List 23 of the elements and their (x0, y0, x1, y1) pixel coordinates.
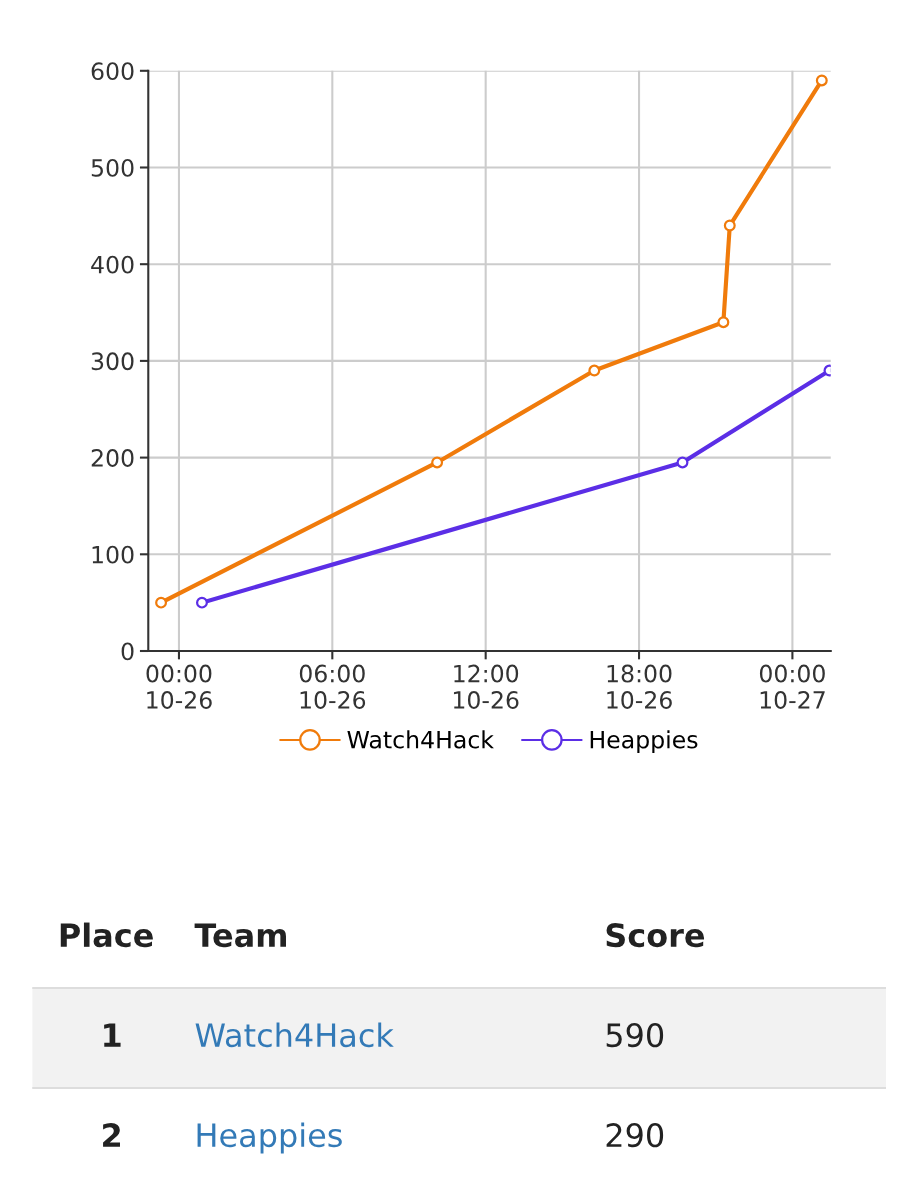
text: 290 (606, 1123, 664, 1148)
text: Watch4Hack (195, 1022, 394, 1048)
text: Team (194, 923, 286, 948)
y-tick-label: 200 (91, 449, 134, 467)
x-tick-label: 18:00 10-26 (607, 664, 672, 709)
y-tick-label: 100 (92, 545, 134, 564)
y-tick-label: 0 (121, 642, 134, 661)
y-tick-label: 600 (91, 62, 134, 81)
legend-label: Heappies (590, 730, 698, 754)
legend-label: Watch4Hack (347, 730, 494, 749)
text: Score (606, 923, 705, 948)
x-tick-label: 06:00 10-26 (299, 664, 366, 709)
x-tick-label: 12:00 10-26 (453, 664, 519, 709)
text: 2 (103, 1123, 120, 1147)
text: 1 (104, 1023, 121, 1047)
text: Heappies (197, 1122, 342, 1154)
y-tick-label: 400 (91, 255, 134, 274)
y-tick-label: 500 (91, 158, 134, 177)
text: Place (60, 922, 153, 948)
x-tick-label: 00:00 10-27 (759, 664, 825, 709)
text: 590 (606, 1023, 664, 1048)
x-tick-label: 00:00 10-26 (146, 664, 212, 709)
y-tick-label: 300 (91, 352, 134, 371)
